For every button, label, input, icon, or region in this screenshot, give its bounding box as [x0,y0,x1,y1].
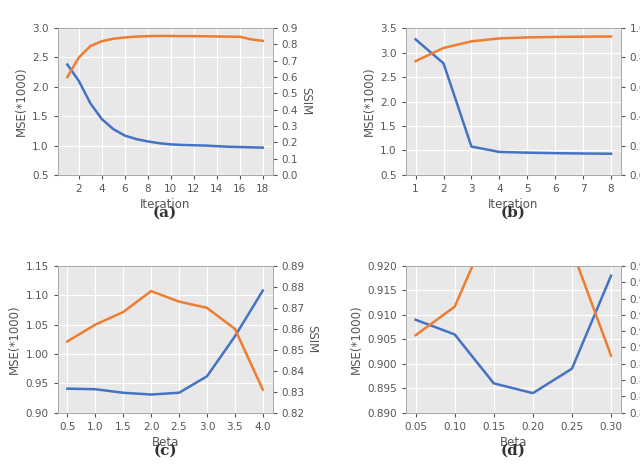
Y-axis label: MSE(*1000): MSE(*1000) [350,304,363,374]
Text: (b): (b) [501,205,526,219]
Text: (c): (c) [153,443,177,457]
X-axis label: Beta: Beta [500,436,527,449]
X-axis label: Iteration: Iteration [488,198,538,211]
Y-axis label: SSIM: SSIM [306,325,319,354]
X-axis label: Iteration: Iteration [140,198,190,211]
Y-axis label: MSE(*1000): MSE(*1000) [363,67,376,136]
Y-axis label: MSE(*1000): MSE(*1000) [8,304,21,374]
Y-axis label: SSIM: SSIM [299,87,312,116]
Y-axis label: MSE(*1000): MSE(*1000) [15,67,28,136]
Text: (a): (a) [153,205,177,219]
Text: (d): (d) [501,443,526,457]
X-axis label: Beta: Beta [152,436,179,449]
